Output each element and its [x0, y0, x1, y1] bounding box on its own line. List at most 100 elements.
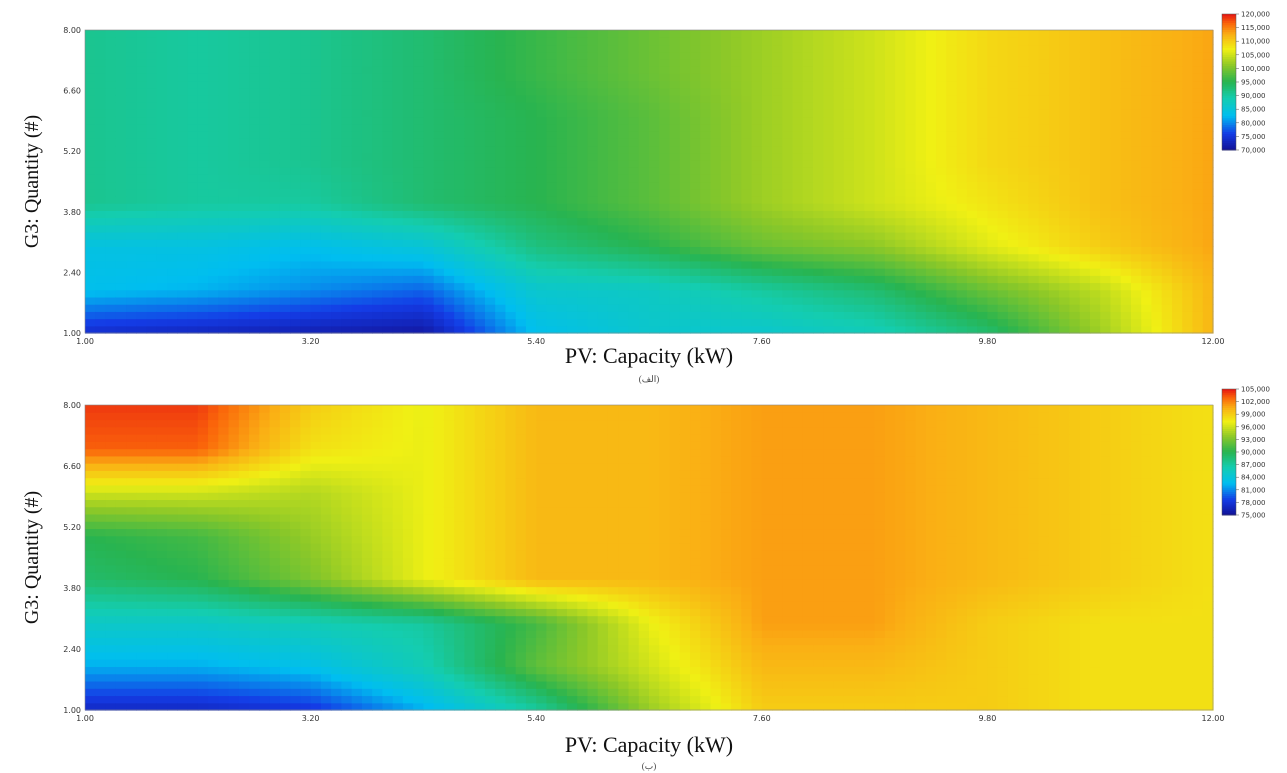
- heatmap-cell: [854, 37, 865, 46]
- heatmap-cell: [85, 109, 96, 118]
- heatmap-cell: [1161, 304, 1173, 312]
- heatmap-cell: [946, 73, 958, 82]
- colorbar-segment: [1222, 116, 1236, 119]
- heatmap-cell: [1018, 51, 1030, 60]
- heatmap-cell: [1161, 311, 1173, 320]
- heatmap-cell: [669, 102, 681, 110]
- heatmap-cell: [638, 232, 650, 240]
- heatmap-cell: [382, 159, 394, 168]
- heatmap-cell: [618, 318, 630, 327]
- heatmap-cell: [505, 73, 517, 82]
- heatmap-cell: [1151, 246, 1163, 255]
- heatmap-cell: [146, 109, 158, 118]
- heatmap-cell: [710, 275, 722, 284]
- heatmap-cell: [905, 325, 917, 334]
- heatmap-cell: [997, 174, 1009, 183]
- heatmap-cell: [874, 275, 886, 284]
- heatmap-cell: [177, 311, 189, 320]
- heatmap-cell: [228, 109, 240, 118]
- heatmap-cell: [136, 239, 148, 248]
- heatmap-cell: [1202, 304, 1214, 312]
- heatmap-cell: [208, 159, 219, 168]
- heatmap-cell: [659, 44, 671, 53]
- heatmap-cell: [1141, 311, 1153, 320]
- heatmap-cell: [761, 87, 773, 96]
- heatmap-cell: [802, 167, 814, 175]
- heatmap-cell: [997, 94, 1009, 103]
- heatmap-cell: [833, 260, 845, 269]
- heatmap-cell: [1182, 109, 1194, 118]
- heatmap-cell: [126, 484, 137, 493]
- heatmap-cell: [95, 463, 107, 471]
- heatmap-cell: [731, 30, 742, 38]
- heatmap-cell: [1028, 51, 1040, 60]
- heatmap-cell: [1059, 30, 1071, 38]
- heatmap-cell: [833, 109, 845, 118]
- heatmap-cell: [146, 550, 158, 559]
- heatmap-cell: [136, 513, 148, 522]
- heatmap-cell: [649, 203, 660, 211]
- heatmap-cell: [1079, 311, 1091, 320]
- heatmap-cell: [320, 311, 332, 320]
- heatmap-cell: [556, 224, 568, 233]
- heatmap-cell: [95, 448, 107, 457]
- heatmap-cell: [956, 30, 968, 38]
- heatmap-cell: [536, 131, 548, 139]
- heatmap-cell: [95, 412, 107, 421]
- heatmap-cell: [649, 44, 660, 53]
- heatmap-cell: [792, 51, 804, 60]
- heatmap-cell: [679, 80, 691, 89]
- heatmap-cell: [484, 94, 496, 103]
- heatmap-cell: [208, 131, 219, 139]
- heatmap-cell: [577, 318, 589, 327]
- heatmap-cell: [1100, 239, 1112, 248]
- heatmap-cell: [956, 304, 968, 312]
- heatmap-cell: [392, 102, 404, 110]
- heatmap-cell: [382, 51, 394, 60]
- heatmap-cell: [177, 66, 189, 74]
- heatmap-cell: [1120, 30, 1132, 38]
- heatmap-cell: [290, 87, 301, 96]
- heatmap-cell: [895, 239, 906, 248]
- heatmap-cell: [505, 123, 517, 132]
- heatmap-cell: [1038, 152, 1050, 161]
- heatmap-cell: [156, 296, 168, 305]
- heatmap-cell: [1151, 138, 1163, 147]
- heatmap-cell: [115, 210, 127, 219]
- heatmap-cell: [628, 109, 640, 118]
- heatmap-cell: [669, 131, 681, 139]
- heatmap-cell: [259, 311, 271, 320]
- heatmap-cell: [741, 325, 753, 334]
- heatmap-cell: [351, 224, 363, 233]
- heatmap-cell: [566, 138, 578, 147]
- heatmap-cell: [136, 123, 148, 132]
- heatmap-cell: [813, 289, 824, 298]
- heatmap-cell: [320, 94, 332, 103]
- heatmap-cell: [1110, 239, 1122, 248]
- heatmap-cell: [167, 51, 178, 60]
- heatmap-cell: [536, 123, 548, 132]
- heatmap-cell: [546, 94, 558, 103]
- heatmap-cell: [454, 311, 466, 320]
- heatmap-cell: [126, 268, 137, 276]
- heatmap-cell: [874, 80, 886, 89]
- heatmap-cell: [710, 224, 722, 233]
- heatmap-cell: [238, 109, 250, 118]
- heatmap-cell: [105, 116, 117, 125]
- heatmap-cell: [854, 94, 865, 103]
- heatmap-cell: [679, 268, 691, 276]
- heatmap-cell: [136, 102, 148, 110]
- heatmap-cell: [638, 73, 650, 82]
- heatmap-cell: [146, 601, 158, 609]
- heatmap-cell: [628, 304, 640, 312]
- heatmap-cell: [792, 195, 804, 204]
- heatmap-cell: [966, 174, 978, 183]
- heatmap-cell: [997, 116, 1009, 125]
- heatmap-cell: [977, 30, 988, 38]
- heatmap-cell: [136, 311, 148, 320]
- heatmap-cell: [638, 325, 650, 334]
- heatmap-cell: [607, 188, 619, 197]
- heatmap-cell: [1018, 66, 1030, 74]
- heatmap-cell: [741, 181, 753, 190]
- heatmap-cell: [126, 195, 137, 204]
